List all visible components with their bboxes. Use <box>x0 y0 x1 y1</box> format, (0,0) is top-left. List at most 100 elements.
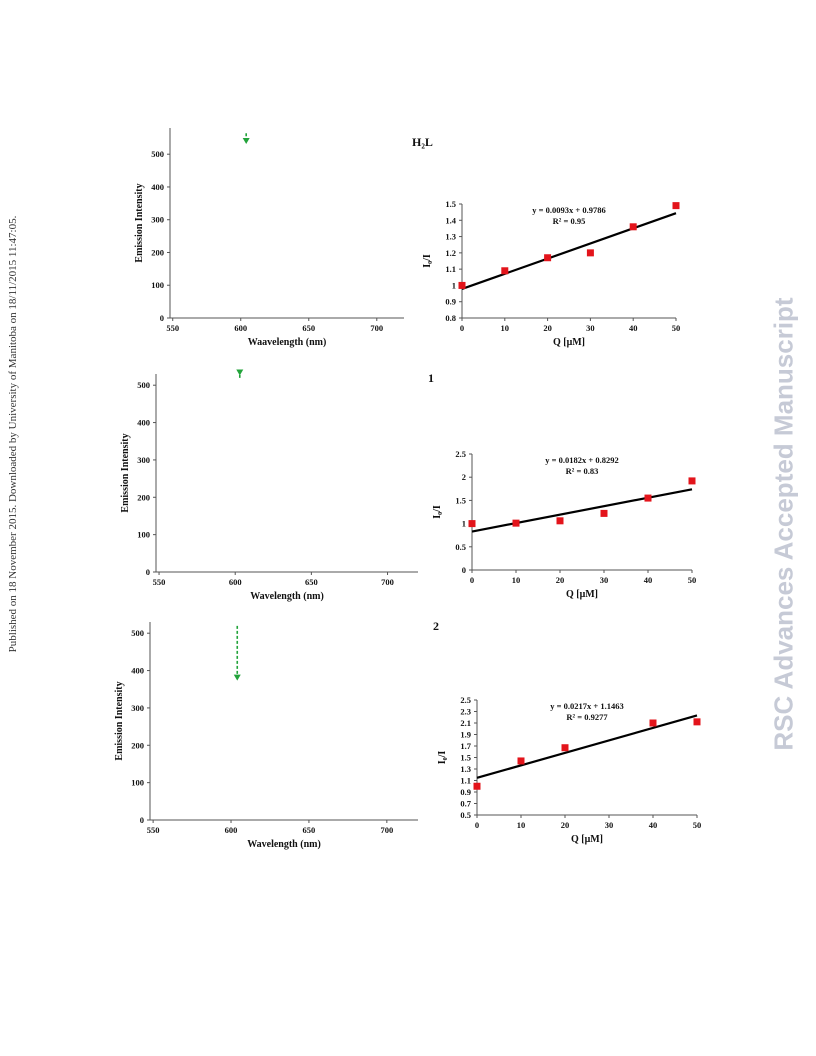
y-axis-label: Emission Intensity <box>134 183 145 262</box>
data-point <box>561 744 569 752</box>
x-tick-label: 40 <box>644 575 653 585</box>
x-tick-label: 50 <box>688 575 697 585</box>
y-tick-label: 100 <box>151 280 164 290</box>
stern-volmer-panel-4: 0 10 20 30 40 50 0 0.5 1 1.5 2 2.5 Q [μM] I₀/I y = 0.0… <box>432 449 696 600</box>
y-tick-label: 1.9 <box>460 730 471 740</box>
x-tick-label: 650 <box>303 825 316 835</box>
y-tick-label: 0 <box>462 565 466 575</box>
y-tick-label: 300 <box>151 215 164 225</box>
x-axis-label: Wavelength (nm) <box>250 591 324 602</box>
arrow-head <box>236 369 244 376</box>
y-tick-label: 1.7 <box>460 741 471 751</box>
data-point <box>644 494 652 502</box>
data-point <box>600 509 608 517</box>
y-tick-label: 1.3 <box>445 232 456 242</box>
y-tick-label: 500 <box>151 149 164 159</box>
x-axis-label: Waavelength (nm) <box>248 337 327 348</box>
data-point <box>629 223 637 231</box>
x-tick-label: 10 <box>512 575 521 585</box>
x-tick-label: 550 <box>166 323 179 333</box>
panel-label: 2 <box>433 619 439 633</box>
data-point <box>688 477 696 485</box>
data-point <box>649 719 657 727</box>
data-point <box>501 267 509 275</box>
stern-volmer-panel-6: 0 10 20 30 40 500.50.70.91.11.31.51.71.92.12.… <box>437 695 701 845</box>
x-tick-label: 700 <box>370 323 383 333</box>
stern-volmer-panel-2: 0 10 20 30 40 50 0.8 0.9 1 1.1 1.2 1.3 1.4 1.5 Q [μM] I… <box>422 199 680 348</box>
x-axis-label: Wavelength (nm) <box>247 839 321 850</box>
data-point <box>556 517 564 525</box>
y-tick-label: 0.9 <box>445 297 456 307</box>
y-tick-label: 400 <box>131 666 144 676</box>
y-tick-label: 2.5 <box>455 449 466 459</box>
y-tick-label: 1.4 <box>445 215 456 225</box>
x-tick-label: 550 <box>153 577 166 587</box>
data-point <box>458 281 466 289</box>
y-tick-label: 0.7 <box>460 799 471 809</box>
y-tick-label: 0 <box>140 815 144 825</box>
y-axis-label: Emission Intensity <box>120 433 131 512</box>
fit-equation: y = 0.0093x + 0.9786 <box>532 205 605 215</box>
fit-equation: y = 0.0217x + 1.1463 <box>550 701 623 711</box>
fit-equation: y = 0.0182x + 0.8292 <box>545 455 618 465</box>
y-tick-label: 1.5 <box>460 753 471 763</box>
y-tick-label: 200 <box>151 247 164 257</box>
x-axis-label: Q [μM] <box>571 834 603 845</box>
y-tick-label: 300 <box>131 703 144 713</box>
spectra-panel-3: 550 600 650 700 0 100 200 300 400 500 Wavelength (… <box>120 369 434 602</box>
data-point <box>512 519 520 527</box>
y-axis-label: Emission Intensity <box>114 681 125 760</box>
y-tick-label: 0.8 <box>445 313 456 323</box>
x-tick-label: 600 <box>234 323 247 333</box>
x-tick-label: 700 <box>381 577 394 587</box>
x-tick-label: 650 <box>302 323 315 333</box>
y-tick-label: 300 <box>137 455 150 465</box>
y-tick-label: 1 <box>452 280 456 290</box>
y-tick-label: 0.9 <box>460 787 471 797</box>
y-tick-label: 1.5 <box>455 495 466 505</box>
arrow-head <box>233 674 241 681</box>
y-tick-label: 1.2 <box>445 248 456 258</box>
x-tick-label: 20 <box>556 575 565 585</box>
x-tick-label: 50 <box>672 323 681 333</box>
x-tick-label: 0 <box>470 575 474 585</box>
y-tick-label: 2.5 <box>460 695 471 705</box>
y-tick-label: 0.5 <box>460 810 471 820</box>
y-axis-label: I₀/I <box>422 254 433 268</box>
y-tick-label: 200 <box>131 740 144 750</box>
y-tick-label: 1.1 <box>460 776 471 786</box>
data-point <box>473 782 481 790</box>
y-tick-label: 0.5 <box>455 542 466 552</box>
y-tick-label: 2 <box>462 472 466 482</box>
y-axis-label: I₀/I <box>432 505 443 519</box>
y-tick-label: 1.3 <box>460 764 471 774</box>
data-point <box>693 718 701 726</box>
y-axis-label: I₀/I <box>437 751 448 765</box>
y-tick-label: 0 <box>160 313 164 323</box>
x-tick-label: 0 <box>460 323 464 333</box>
panel-label: H₂L <box>412 135 433 149</box>
x-tick-label: 600 <box>229 577 242 587</box>
spectra-panel-5: 550 600 650 700 0 100 200 300 400 500 Wavelength (… <box>114 619 439 850</box>
x-tick-label: 10 <box>517 820 526 830</box>
data-point <box>544 254 552 262</box>
x-tick-label: 0 <box>475 820 479 830</box>
panel-label: 1 <box>428 371 434 385</box>
y-tick-label: 100 <box>137 530 150 540</box>
x-tick-label: 50 <box>693 820 702 830</box>
fit-r-squared: R² = 0.9277 <box>566 712 608 722</box>
data-point <box>586 249 594 257</box>
y-tick-label: 1.5 <box>445 199 456 209</box>
x-tick-label: 650 <box>305 577 318 587</box>
x-tick-label: 40 <box>649 820 658 830</box>
linear-fit <box>471 488 693 533</box>
y-tick-label: 1.1 <box>445 264 456 274</box>
y-tick-label: 100 <box>131 778 144 788</box>
data-point <box>468 520 476 528</box>
x-axis-label: Q [μM] <box>566 589 598 600</box>
arrow-head <box>242 138 250 144</box>
y-tick-label: 200 <box>137 492 150 502</box>
x-tick-label: 550 <box>147 825 160 835</box>
y-tick-label: 500 <box>137 380 150 390</box>
